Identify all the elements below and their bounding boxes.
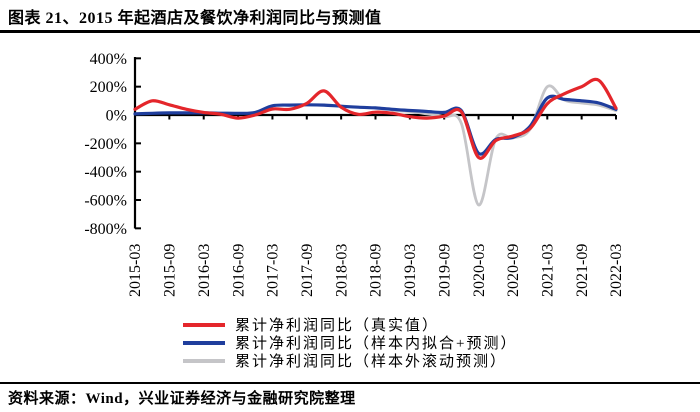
- svg-text:2021-09: 2021-09: [574, 244, 591, 297]
- svg-text:2020-03: 2020-03: [471, 244, 488, 297]
- legend-item-actual: 累计净利润同比（真实值）: [183, 317, 517, 334]
- legend-label: 累计净利润同比（真实值）: [235, 318, 440, 334]
- legend-label: 累计净利润同比（样本外滚动预测）: [235, 354, 508, 370]
- svg-text:200%: 200%: [90, 79, 127, 96]
- data-source: 资料来源：Wind，兴业证券经济与金融研究院整理: [8, 391, 356, 407]
- svg-text:2018-03: 2018-03: [333, 244, 350, 297]
- legend-line-swatch-red: [183, 322, 225, 327]
- svg-text:2017-03: 2017-03: [265, 244, 282, 297]
- svg-text:2015-03: 2015-03: [127, 244, 144, 297]
- legend-item-out-of-sample: 累计净利润同比（样本外滚动预测）: [183, 353, 517, 370]
- svg-text:-200%: -200%: [84, 136, 127, 153]
- title-divider: [0, 30, 700, 33]
- svg-text:2019-03: 2019-03: [402, 244, 419, 297]
- svg-text:2022-03: 2022-03: [608, 244, 625, 297]
- legend-line-swatch-gray: [183, 358, 225, 363]
- svg-text:2019-09: 2019-09: [436, 244, 453, 297]
- svg-text:400%: 400%: [90, 51, 127, 68]
- svg-text:2021-03: 2021-03: [539, 244, 556, 297]
- svg-text:0%: 0%: [106, 108, 127, 125]
- svg-text:-400%: -400%: [84, 164, 127, 181]
- svg-text:-800%: -800%: [84, 221, 127, 238]
- legend-label: 累计净利润同比（样本内拟合+预测）: [235, 336, 518, 352]
- svg-text:2015-09: 2015-09: [162, 244, 179, 297]
- chart-legend: 累计净利润同比（真实值） 累计净利润同比（样本内拟合+预测） 累计净利润同比（样…: [183, 317, 518, 370]
- svg-text:2018-09: 2018-09: [368, 244, 385, 297]
- figure-title: 图表 21、2015 年起酒店及餐饮净利润同比与预测值: [8, 10, 382, 27]
- svg-text:2020-09: 2020-09: [505, 244, 522, 297]
- svg-text:2016-03: 2016-03: [196, 244, 213, 297]
- svg-text:2017-09: 2017-09: [299, 244, 316, 297]
- svg-text:-600%: -600%: [84, 193, 127, 210]
- legend-item-in-sample: 累计净利润同比（样本内拟合+预测）: [183, 335, 518, 352]
- legend-line-swatch-blue: [183, 340, 225, 345]
- svg-text:2016-09: 2016-09: [230, 244, 247, 297]
- footer-divider: [0, 382, 700, 384]
